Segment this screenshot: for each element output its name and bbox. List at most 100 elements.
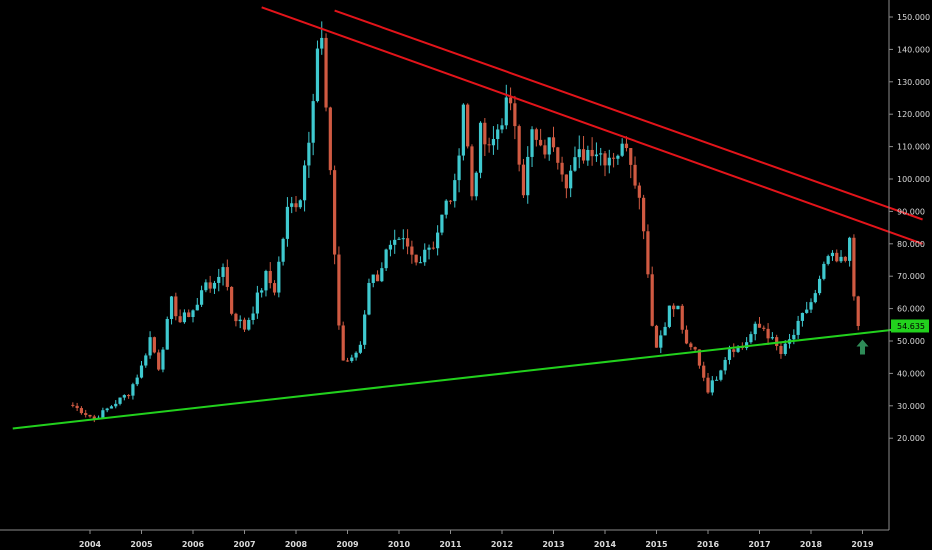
candle-body [388,244,393,250]
support-trendline [12,325,923,430]
candle-down [88,414,92,418]
candle-up [350,354,354,363]
y-tick-label: 130.000 [897,78,930,87]
candle-body [586,149,590,161]
trendlines [12,6,923,430]
candle-body [290,203,294,207]
candle-down [852,234,856,301]
candle-up [144,353,148,368]
candle-down [208,275,212,293]
candle-up [264,269,268,297]
candle-body [646,231,650,275]
candle-body [714,379,719,381]
candle-body [487,144,491,146]
candle-down [856,295,860,331]
candle-down [71,402,75,408]
candle-up [118,397,122,406]
candle-body [749,334,753,343]
candle-body [238,319,242,322]
candle-up [315,40,320,103]
candle-body [826,256,830,264]
candle-body [663,326,667,336]
candle-up [547,137,551,161]
y-tick-label: 140.000 [897,45,930,54]
candle-body [517,126,521,165]
candle-up [380,262,384,283]
candle-up [616,154,620,165]
candle-body [693,347,697,350]
candle-up [745,337,749,351]
candle-body [345,360,350,362]
annotations [856,339,869,355]
candle-up [212,280,217,295]
candle-up [436,225,440,256]
candle-body [431,247,435,249]
candle-up [363,310,367,349]
candle-body [483,122,487,145]
candle-down [187,309,191,318]
candle-body [320,37,324,49]
up-arrow-icon [856,339,869,355]
candle-up [371,274,375,288]
candle-body [298,200,302,208]
x-axis: 2004 2005 2006 2007 2008 2009 2010 2011 2012 2013… [0,529,889,549]
candle-body [637,185,641,198]
candle-body [521,164,526,196]
candle-down [513,95,517,140]
candle-up [809,298,813,313]
candle-down [672,303,676,317]
candle-body [418,262,423,264]
candle-body [680,305,684,330]
candle-down [534,127,538,147]
candle-body [79,408,84,414]
candle-up [255,285,259,319]
candle-up [397,237,401,240]
candle-body [169,296,174,319]
candle-body [706,377,710,393]
candle-up [478,121,483,179]
candle-down [178,309,182,323]
x-tick-label: 2014 [594,540,617,549]
candlesticks [71,21,860,423]
candle-body [225,267,229,287]
candle-up [659,330,663,354]
candle-up [251,306,255,325]
candle-body [633,164,637,186]
candle-up [367,278,371,316]
candle-up [191,309,195,323]
candle-down [556,146,560,170]
candle-up [195,298,199,311]
candle-up [302,160,307,212]
candle-down [337,246,341,330]
x-tick-label: 2019 [851,540,874,549]
candle-down [689,341,693,351]
candle-down [405,229,410,255]
candle-down [697,349,702,369]
candle-body [131,384,135,396]
candle-body [530,129,534,157]
candle-body [762,327,766,329]
candle-up [169,295,174,325]
candle-body [122,395,126,398]
candle-body [732,349,736,352]
candle-body [642,197,646,232]
candle-down [766,323,770,345]
candle-up [260,288,264,298]
candle-up [401,229,405,250]
candle-down [732,343,736,358]
candle-body [204,282,208,291]
candle-down [680,304,684,334]
candle-down [272,280,277,296]
candle-down [539,128,543,147]
candle-down [225,259,229,291]
candle-body [84,413,88,415]
candle-up [573,146,577,172]
candle-down [410,240,414,264]
candle-body [822,263,826,279]
candle-body [75,405,79,409]
candle-up [770,332,774,340]
resistance-trendline [334,9,923,221]
candle-down [487,137,491,153]
x-tick-label: 2016 [697,540,720,549]
